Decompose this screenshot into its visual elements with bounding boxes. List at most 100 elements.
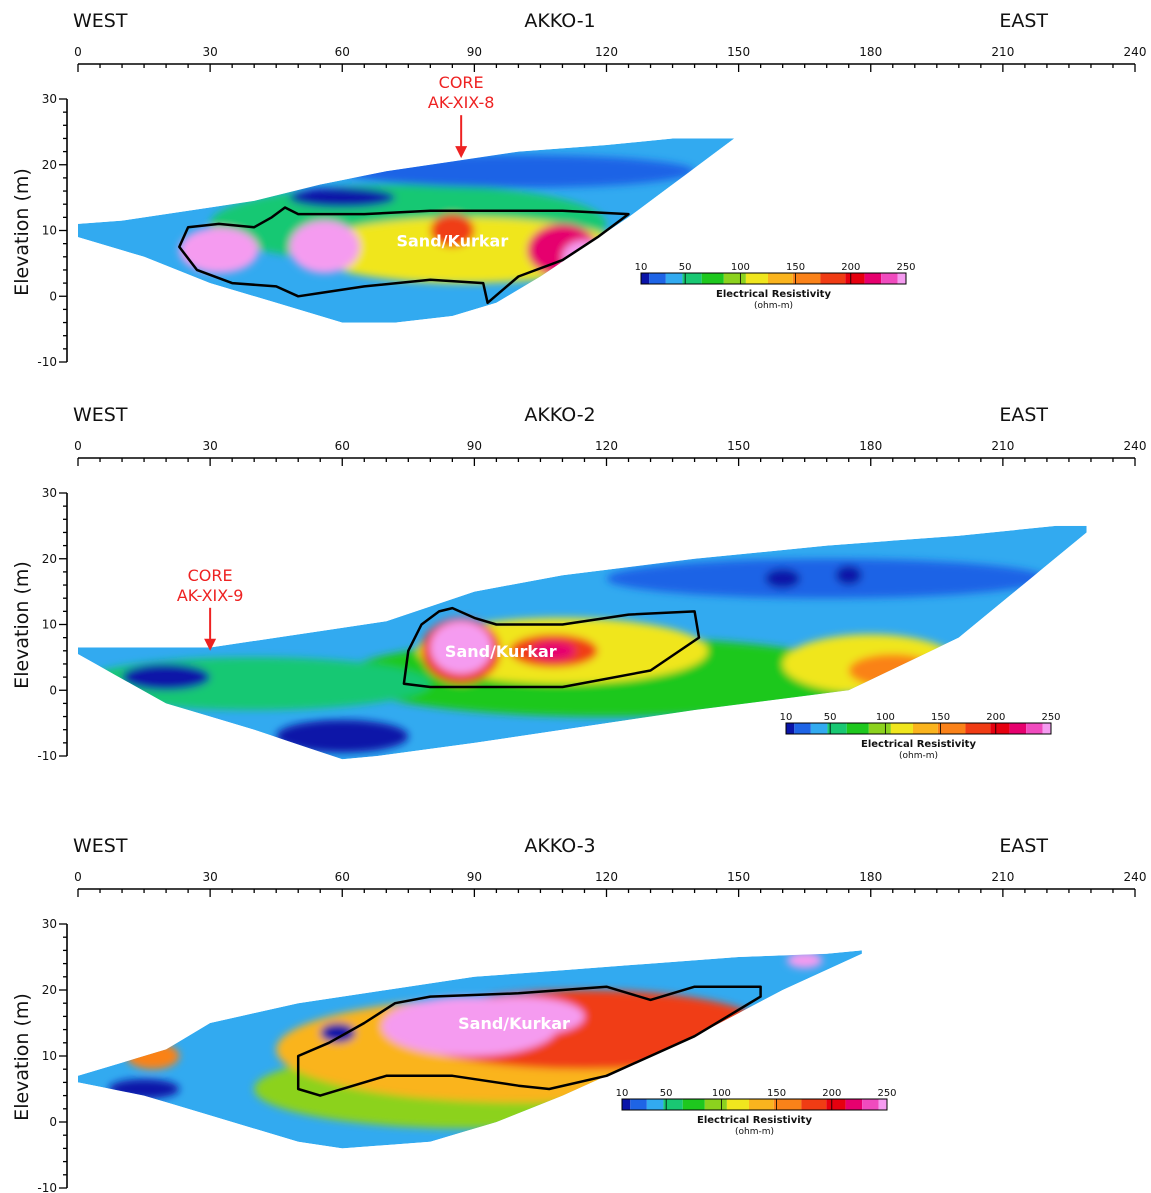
x-tick-label: 30 (202, 439, 217, 453)
colorbar-swatch (704, 1099, 727, 1110)
colorbar-swatch (862, 1099, 879, 1110)
x-tick-label: 210 (991, 870, 1014, 884)
resistivity-body (108, 1079, 180, 1099)
unit-label: Sand/Kurkar (396, 231, 508, 250)
colorbar-swatch (786, 723, 795, 734)
colorbar-swatch (965, 723, 991, 734)
colorbar-tick-label: 250 (877, 1088, 896, 1099)
x-tick-label: 30 (202, 45, 217, 59)
y-tick-label: 30 (42, 486, 57, 500)
colorbar-tick-label: 150 (767, 1088, 786, 1099)
colorbar-unit: (ohm-m) (735, 1127, 774, 1137)
colorbar-title: Electrical Resistivity (697, 1115, 812, 1126)
core-arrow-head (204, 638, 217, 651)
colorbar-swatch (801, 1099, 827, 1110)
panel-akko-1: WEST AKKO-1 EAST Elevation (m) 0 30 60 90 12… (11, 10, 1146, 369)
direction-west-label: WEST (73, 404, 128, 426)
y-tick-label: 0 (49, 683, 57, 697)
colorbar-swatch (868, 723, 891, 734)
resistivity-body (787, 952, 823, 969)
colorbar-swatch (641, 273, 650, 284)
colorbar-tick-label: 50 (660, 1088, 673, 1099)
resistivity-body (289, 187, 396, 208)
y-tick-label: 0 (49, 1115, 57, 1129)
y-tick-label: 20 (42, 552, 57, 566)
x-tick-label: 60 (335, 870, 350, 884)
resistivity-body (606, 558, 1047, 599)
y-tick-label: 20 (42, 983, 57, 997)
colorbar-swatch (649, 273, 666, 284)
colorbar-swatch (845, 1099, 863, 1110)
x-axis: 0 30 60 90 120 150 180 210 240 (74, 870, 1146, 897)
colorbar-tick-label: 100 (876, 712, 895, 723)
resistivity-section (78, 525, 1087, 760)
y-axis: -10 0 10 20 30 (37, 917, 68, 1193)
y-tick-label: 10 (42, 618, 57, 632)
x-tick-label: 60 (335, 45, 350, 59)
resistivity-body (452, 996, 585, 1037)
y-tick-label: -10 (37, 1181, 57, 1193)
profile-title: AKKO-1 (524, 10, 595, 32)
y-axis-label: Elevation (m) (11, 561, 33, 689)
section-fill (78, 138, 735, 323)
colorbar-swatch (827, 723, 847, 734)
colorbar-title: Electrical Resistivity (861, 739, 976, 750)
y-tick-label: -10 (37, 749, 57, 763)
x-tick-label: 150 (727, 439, 750, 453)
resistivity-body (126, 1042, 180, 1070)
sand-kurkar-outline (178, 206, 630, 305)
x-tick-label: 180 (859, 45, 882, 59)
colorbar-swatch (826, 1099, 846, 1110)
direction-west-label: WEST (73, 835, 128, 857)
colorbar-swatch (820, 273, 846, 284)
colorbar-swatch (794, 723, 811, 734)
direction-east-label: EAST (999, 10, 1048, 32)
unit-label: Sand/Kurkar (445, 642, 557, 661)
resistivity-body (765, 568, 801, 589)
x-tick-label: 240 (1124, 870, 1147, 884)
colorbar-tick-label: 100 (712, 1088, 731, 1099)
x-tick-label: 120 (595, 45, 618, 59)
colorbar-swatch (682, 1099, 705, 1110)
x-tick-label: 120 (595, 439, 618, 453)
x-axis: 0 30 60 90 120 150 180 210 240 (74, 45, 1146, 72)
x-tick-label: 90 (467, 870, 482, 884)
annotations: Sand/Kurkar (458, 1014, 570, 1033)
resistivity-body (430, 214, 475, 247)
x-tick-label: 0 (74, 439, 82, 453)
sand-kurkar-outline (402, 606, 701, 689)
colorbar-tick-label: 250 (1041, 712, 1060, 723)
colorbar-swatch (881, 273, 898, 284)
colorbar-tick-label: 200 (822, 1088, 841, 1099)
colorbar-swatch (767, 273, 793, 284)
colorbar-swatch (1042, 723, 1051, 734)
y-tick-label: 30 (42, 92, 57, 106)
x-tick-label: 30 (202, 870, 217, 884)
colorbar-unit: (ohm-m) (754, 301, 793, 311)
colorbar-swatch (897, 273, 906, 284)
y-tick-label: -10 (37, 355, 57, 369)
y-tick-label: 10 (42, 1049, 57, 1063)
y-axis-label: Elevation (m) (11, 168, 33, 296)
colorbar-swatch (748, 1099, 774, 1110)
colorbar: 10 50 100 150 200 250 Electrical Resistivity(o… (780, 712, 1061, 761)
resistivity-section (78, 138, 735, 323)
resistivity-section (78, 950, 862, 1149)
colorbar-tick-label: 250 (896, 262, 915, 273)
resistivity-body (78, 657, 431, 710)
resistivity-body (276, 719, 409, 753)
profile-title: AKKO-3 (524, 835, 595, 857)
core-label-line2: AK-XIX-8 (428, 93, 495, 112)
colorbar-tick-label: 150 (786, 262, 805, 273)
x-tick-label: 210 (991, 439, 1014, 453)
colorbar-swatch (990, 723, 1010, 734)
x-tick-label: 180 (859, 870, 882, 884)
colorbar-swatch (646, 1099, 664, 1110)
x-tick-label: 90 (467, 439, 482, 453)
x-tick-label: 0 (74, 870, 82, 884)
colorbar-swatch (701, 273, 724, 284)
y-tick-label: 10 (42, 224, 57, 238)
colorbar-swatch (792, 273, 821, 284)
resistivity-body (430, 621, 492, 674)
